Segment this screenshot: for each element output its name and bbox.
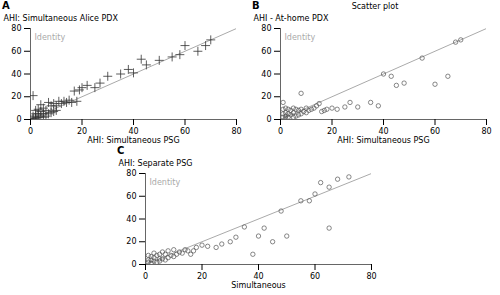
svg-text:60: 60: [126, 192, 136, 201]
svg-text:0: 0: [131, 260, 136, 269]
html-text:C: C: [117, 145, 125, 156]
svg-text:20: 20: [327, 127, 337, 136]
svg-text:Simultaneous: Simultaneous: [231, 281, 286, 290]
svg-text:0: 0: [28, 127, 33, 136]
svg-text:80: 80: [481, 127, 491, 136]
svg-text:20: 20: [11, 92, 21, 101]
svg-text:40: 40: [11, 70, 21, 79]
svg-text:AHI: Simultaneous PSG: AHI: Simultaneous PSG: [87, 136, 179, 145]
svg-text:80: 80: [261, 24, 271, 33]
svg-text:60: 60: [11, 47, 21, 56]
html-text:B: B: [252, 0, 260, 11]
svg-text:Identity: Identity: [35, 33, 66, 42]
svg-text:60: 60: [310, 272, 320, 281]
svg-text:0: 0: [278, 127, 283, 136]
svg-text:Identity: Identity: [285, 33, 316, 42]
svg-text:60: 60: [180, 127, 190, 136]
svg-text:AHI: Separate PSG: AHI: Separate PSG: [119, 159, 193, 168]
html-text:Scatter plot: Scatter plot: [351, 2, 399, 11]
html-text:A: A: [2, 0, 10, 11]
svg-text:20: 20: [261, 92, 271, 101]
svg-text:80: 80: [231, 127, 241, 136]
svg-text:40: 40: [128, 127, 139, 137]
svg-text:80: 80: [126, 169, 136, 178]
svg-text:Identity: Identity: [150, 178, 181, 187]
svg-text:20: 20: [197, 272, 207, 281]
svg-text:20: 20: [77, 127, 87, 136]
svg-text:0: 0: [143, 272, 148, 281]
svg-text:20: 20: [126, 237, 136, 246]
svg-text:60: 60: [430, 127, 440, 136]
svg-text:40: 40: [261, 70, 271, 79]
svg-text:0: 0: [16, 115, 21, 124]
svg-text:AHI - At-home PDX: AHI - At-home PDX: [254, 14, 329, 23]
svg-text:40: 40: [126, 215, 136, 224]
svg-text:AHI: Simultaneous Alice PDX: AHI: Simultaneous Alice PDX: [4, 14, 119, 23]
svg-text:80: 80: [366, 272, 376, 281]
svg-text:40: 40: [378, 127, 389, 137]
svg-text:0: 0: [266, 115, 271, 124]
svg-text:AHI: Simultaneous PSG: AHI: Simultaneous PSG: [337, 136, 429, 145]
svg-text:40: 40: [253, 272, 264, 282]
svg-text:80: 80: [11, 24, 21, 33]
svg-text:60: 60: [261, 47, 271, 56]
